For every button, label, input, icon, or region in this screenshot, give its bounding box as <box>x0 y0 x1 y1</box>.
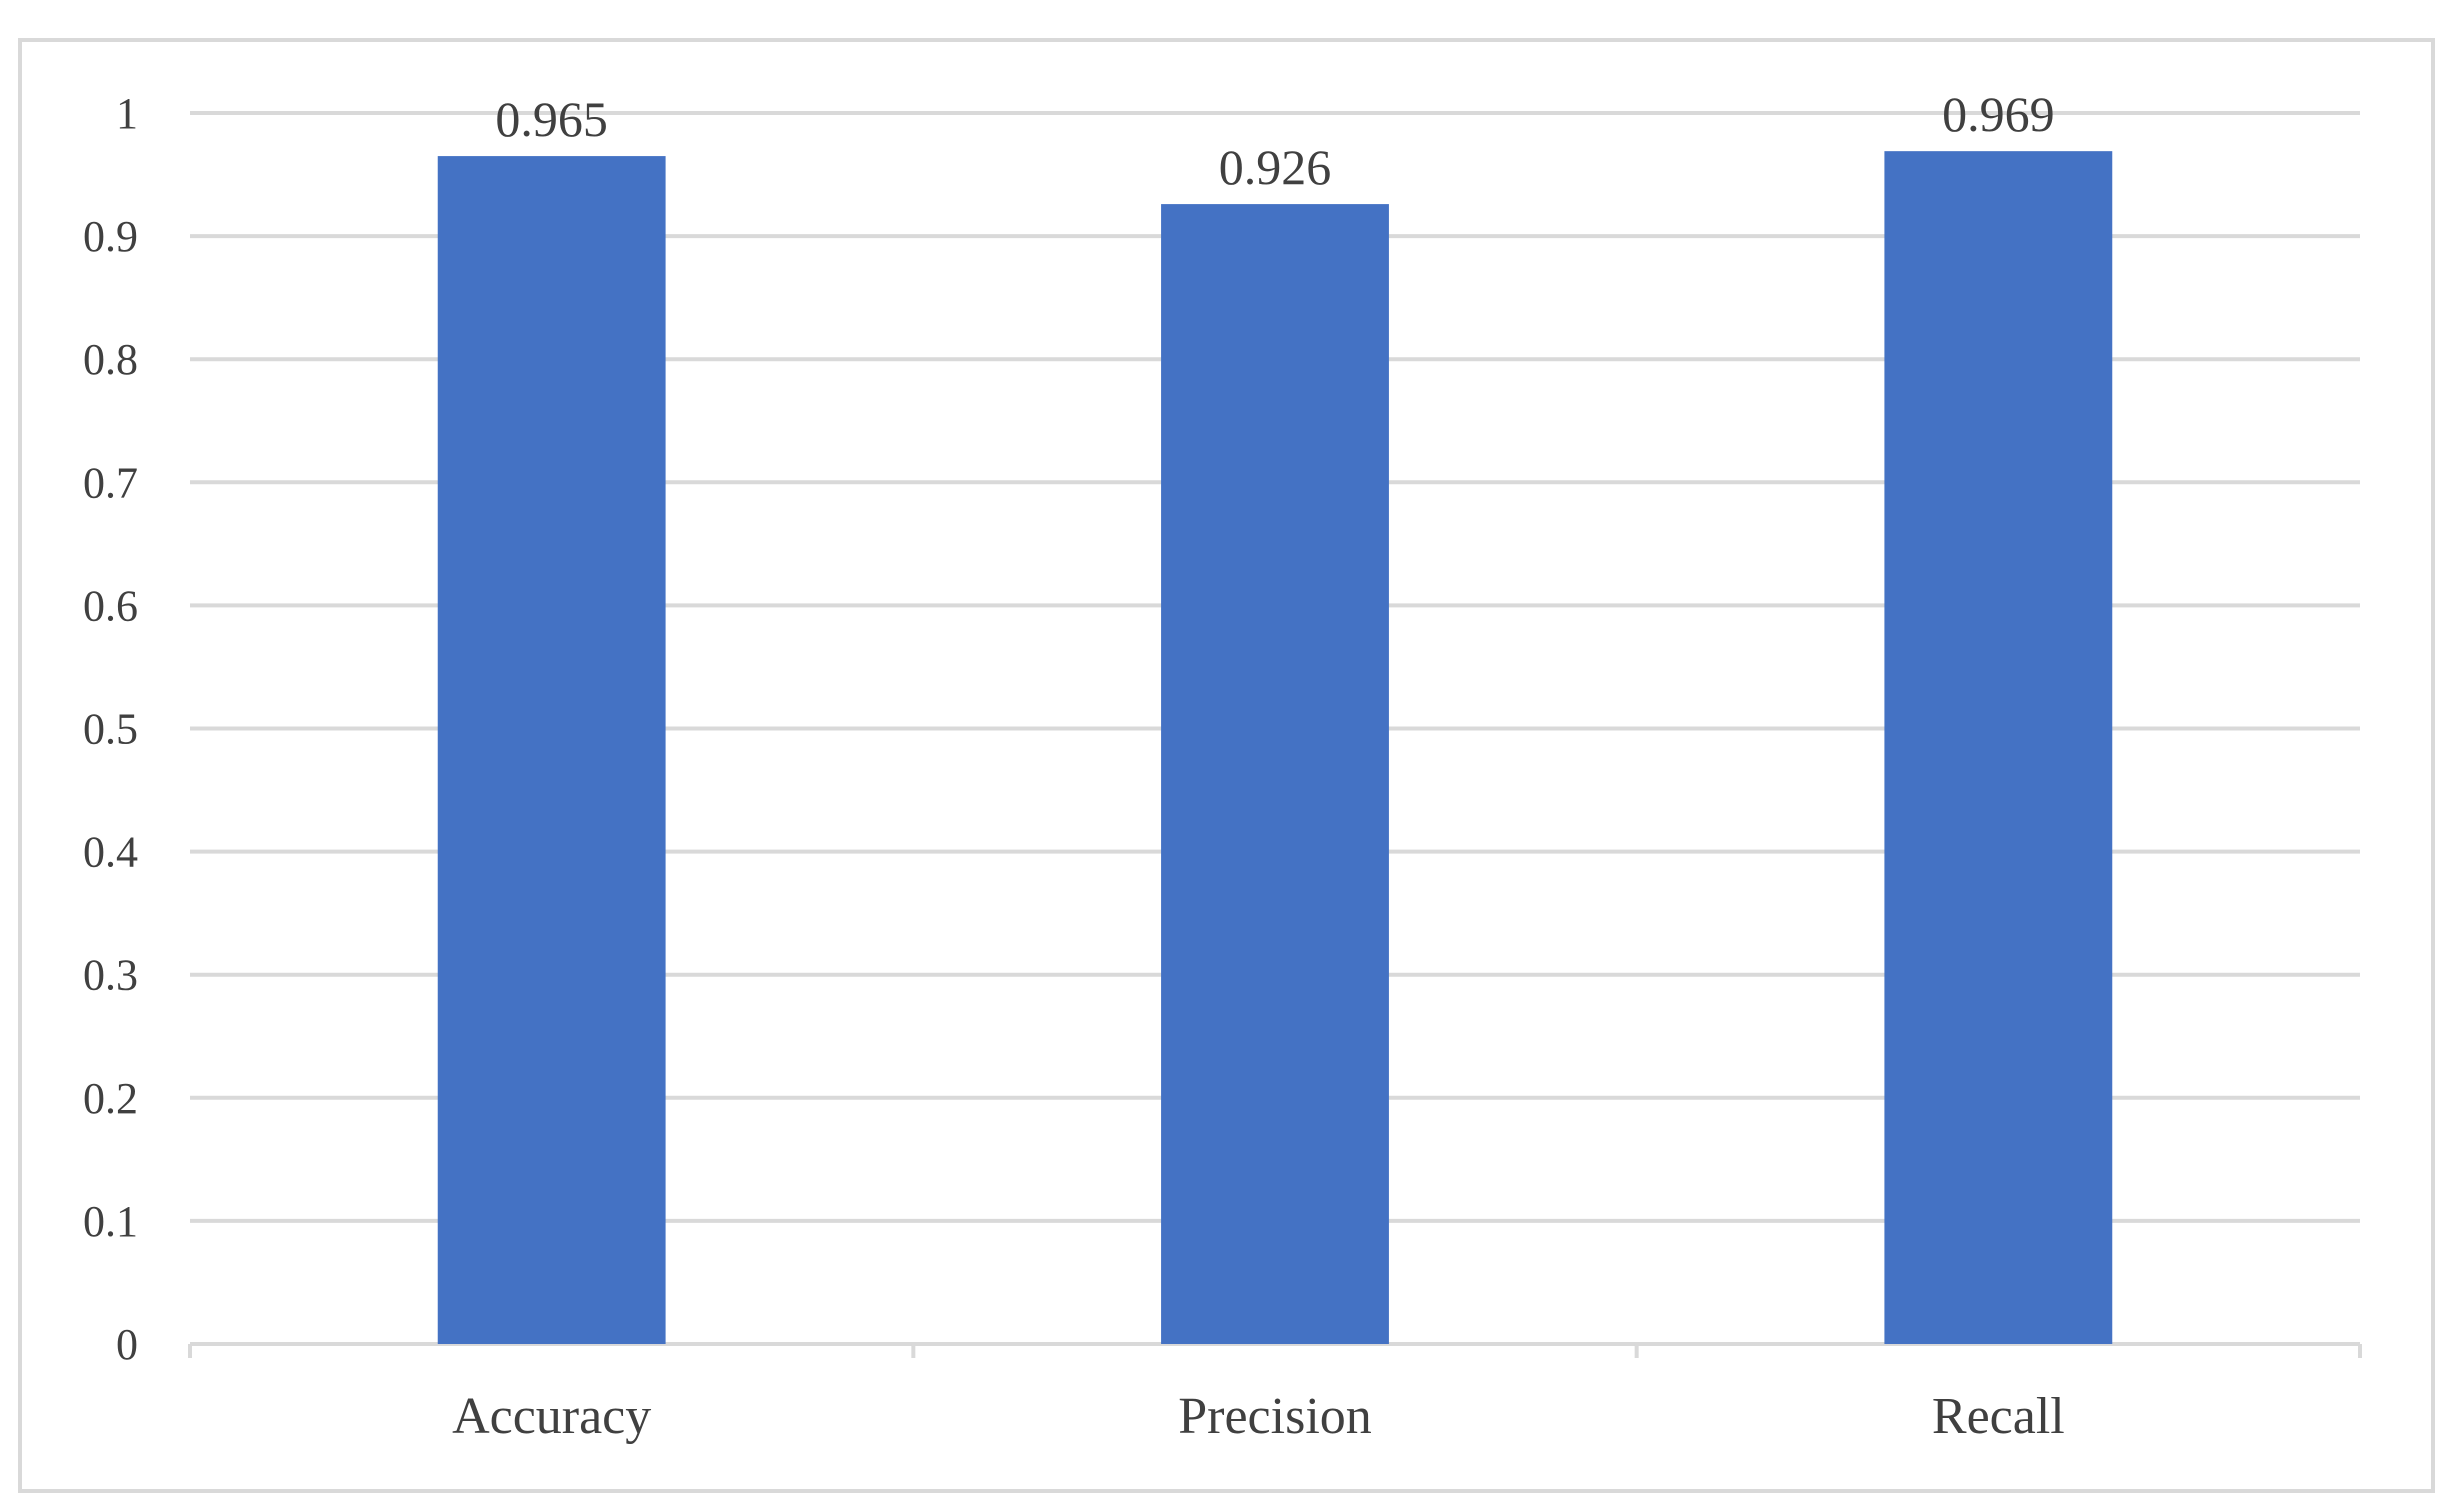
bar-precision <box>1161 204 1389 1344</box>
y-tick-label: 0.2 <box>83 1074 138 1123</box>
category-label-precision: Precision <box>1178 1388 1372 1445</box>
y-tick-label: 0.7 <box>83 458 138 507</box>
y-tick-label: 0 <box>116 1320 138 1369</box>
y-tick-label: 0.5 <box>83 705 138 754</box>
bar-recall <box>1884 151 2113 1344</box>
x-axis <box>188 1342 2362 1358</box>
y-axis-tick-labels: 0 0.1 0.2 0.3 0.4 0.5 0.6 0.7 0.8 0.9 1 <box>83 89 138 1369</box>
data-label-recall: 0.969 <box>1942 86 2055 142</box>
data-labels: 0.965 0.926 0.969 <box>495 86 2054 195</box>
y-tick-label: 0.4 <box>83 828 138 877</box>
y-tick-label: 0.3 <box>83 951 138 1000</box>
bar-accuracy <box>437 156 666 1345</box>
y-tick-label: 0.8 <box>83 335 138 384</box>
category-label-accuracy: Accuracy <box>452 1388 651 1445</box>
data-label-accuracy: 0.965 <box>495 91 608 147</box>
category-label-recall: Recall <box>1932 1388 2065 1445</box>
category-labels: Accuracy Precision Recall <box>452 1388 2065 1445</box>
y-tick-label: 0.1 <box>83 1197 138 1246</box>
data-label-precision: 0.926 <box>1219 139 1332 195</box>
y-tick-label: 1 <box>116 89 138 138</box>
y-tick-label: 0.9 <box>83 212 138 261</box>
y-tick-label: 0.6 <box>83 581 138 630</box>
bars <box>437 151 2113 1345</box>
